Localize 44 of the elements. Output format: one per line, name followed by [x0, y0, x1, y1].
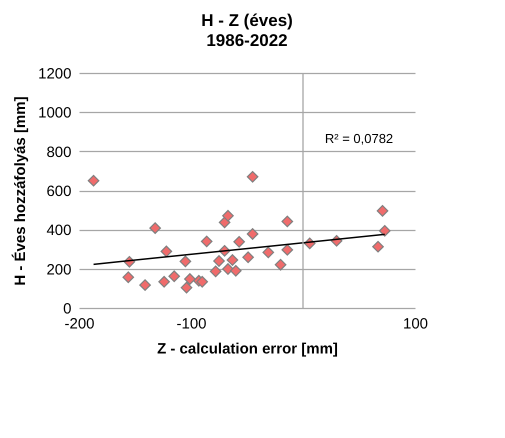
point	[230, 264, 242, 277]
x-tick-label: -100	[176, 316, 207, 332]
point	[262, 246, 274, 258]
point	[222, 263, 234, 275]
point	[281, 216, 294, 228]
point	[88, 174, 100, 187]
point	[196, 276, 208, 288]
point	[149, 222, 162, 234]
chart-subtitle: 1986-2022	[206, 31, 288, 50]
y-tick-label: 1000	[38, 104, 72, 122]
point	[139, 279, 151, 291]
x-axis-title: Z - calculation error [mm]	[157, 340, 338, 358]
y-axis-title: H - Éves hozzáfolyás [mm]	[11, 96, 30, 286]
x-tick-label: -200	[64, 316, 95, 332]
annotation: R² = 0,0782	[324, 131, 394, 146]
point	[274, 258, 286, 271]
point	[376, 205, 388, 217]
chart-title: H - Z (éves)	[201, 11, 293, 30]
point	[378, 225, 391, 237]
point	[200, 236, 213, 248]
point	[242, 251, 254, 264]
x-tick-label: 100	[402, 316, 428, 332]
point	[210, 266, 222, 278]
y-tick-label: 200	[46, 261, 72, 278]
point	[160, 246, 172, 258]
point	[122, 271, 134, 284]
point	[222, 210, 234, 222]
point	[246, 228, 258, 240]
point	[158, 276, 170, 288]
y-tick-label: 600	[46, 183, 72, 200]
point	[226, 254, 238, 266]
point	[168, 270, 180, 282]
point	[184, 273, 196, 285]
y-tick-label: 0	[63, 300, 72, 318]
point	[246, 170, 258, 183]
y-tick-label: 800	[46, 144, 72, 161]
y-tick-label: 1200	[38, 66, 72, 82]
point	[233, 236, 246, 248]
y-tick-label: 400	[46, 222, 72, 240]
point	[180, 282, 192, 294]
point	[281, 244, 294, 256]
point	[213, 255, 225, 267]
point	[180, 256, 192, 268]
point	[372, 240, 384, 253]
